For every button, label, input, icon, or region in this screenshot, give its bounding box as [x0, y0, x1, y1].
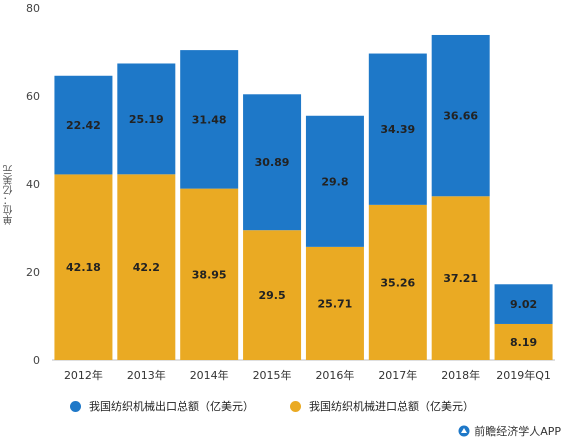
brand-logo-icon	[458, 425, 470, 437]
bar-segment-export	[431, 34, 490, 197]
data-label: 29.5	[258, 289, 285, 302]
bar-segment-export	[494, 284, 553, 324]
data-label: 35.26	[380, 276, 415, 289]
data-label: 31.48	[192, 113, 227, 126]
chart-bars	[54, 34, 553, 360]
bar-segment-export	[180, 50, 239, 189]
legend-marker-import	[290, 400, 301, 412]
bar-segment-import	[54, 174, 113, 360]
source-credit: 前瞻经济学人APP	[458, 423, 561, 439]
legend-label-export: 我国纺织机械出口总额（亿美元）	[89, 400, 254, 413]
chart-data-labels: 42.18 22.42 42.2 25.19 38.95 31.48 29.5 30.89 25…	[66, 110, 537, 349]
x-tick-label: 2014年	[190, 368, 229, 382]
x-tick-label: 2015年	[253, 368, 292, 382]
data-label: 34.39	[380, 123, 415, 136]
bar-segment-import	[305, 246, 364, 360]
y-tick-label: 40	[26, 178, 40, 191]
bar-segment-import	[117, 174, 176, 360]
bar-segment-export	[368, 53, 427, 205]
y-tick-label: 80	[26, 2, 40, 15]
y-tick-label: 20	[26, 266, 40, 279]
data-label: 22.42	[66, 119, 101, 132]
y-tick-label: 0	[33, 354, 40, 367]
bar-segment-import	[243, 230, 302, 360]
bar-segment-export	[54, 75, 113, 175]
bar-segment-export	[243, 94, 302, 231]
x-tick-label: 2016年	[315, 368, 354, 382]
legend: 我国纺织机械出口总额（亿美元） 我国纺织机械进口总额（亿美元）	[0, 398, 567, 418]
data-label: 42.18	[66, 261, 101, 274]
x-tick-label: 2019年Q1	[496, 368, 551, 382]
bar-segment-import	[368, 204, 427, 360]
data-label: 38.95	[192, 268, 227, 281]
bar-segment-import	[494, 323, 553, 360]
x-tick-label: 2012年	[64, 368, 103, 382]
bar-segment-import	[180, 188, 239, 360]
legend-item-export: 我国纺织机械出口总额（亿美元）	[70, 398, 254, 414]
data-label: 25.19	[129, 113, 164, 126]
x-tick-label: 2013年	[127, 368, 166, 382]
data-label: 29.8	[321, 175, 348, 188]
source-text: 前瞻经济学人APP	[474, 425, 561, 438]
data-label: 30.89	[255, 156, 290, 169]
data-label: 36.66	[443, 110, 478, 123]
x-tick-label: 2018年	[441, 368, 480, 382]
bar-segment-export	[305, 115, 364, 247]
bar-segment-import	[431, 196, 490, 360]
bar-segment-export	[117, 63, 176, 175]
y-tick-label: 60	[26, 90, 40, 103]
chart-axes: 0 20 40 60 80 2012年 2013年 2014年 2015年 2016年 2017年 2…	[26, 2, 555, 382]
legend-marker-export	[70, 400, 81, 412]
data-label: 9.02	[510, 298, 537, 311]
data-label: 37.21	[443, 272, 478, 285]
y-axis-title: 单位：亿美元	[4, 165, 15, 225]
legend-item-import: 我国纺织机械进口总额（亿美元）	[290, 398, 474, 414]
data-label: 8.19	[510, 336, 537, 349]
legend-label-import: 我国纺织机械进口总额（亿美元）	[309, 400, 474, 413]
data-label: 25.71	[318, 297, 353, 310]
x-tick-label: 2017年	[378, 368, 417, 382]
data-label: 42.2	[133, 261, 160, 274]
